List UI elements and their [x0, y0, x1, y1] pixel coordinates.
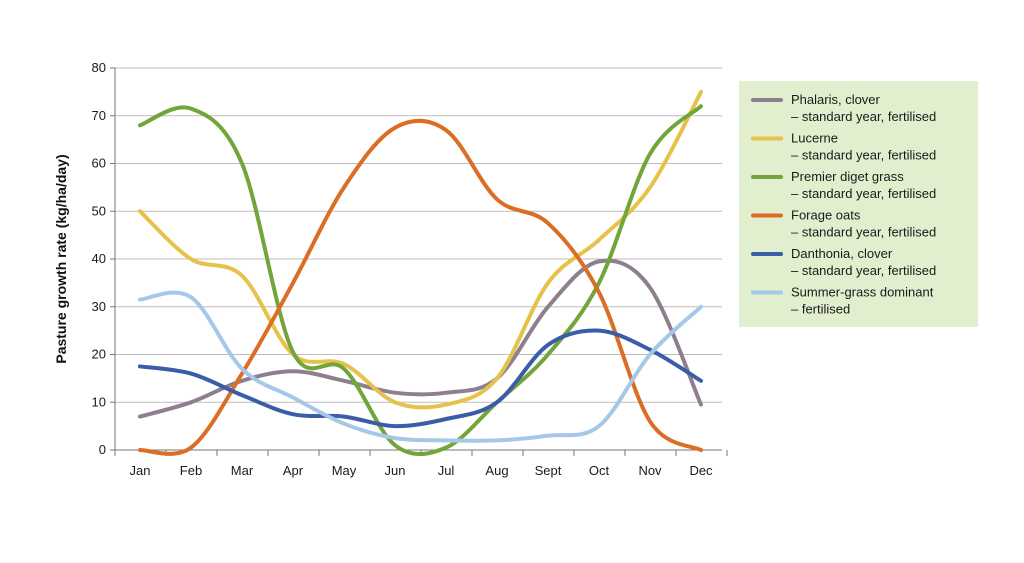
legend-label: Danthonia, clover	[791, 246, 893, 261]
x-tick-label: Jun	[385, 463, 406, 478]
axes: 0 10 20 30 40 50 60 70 80 Jan Feb Mar Apr May Jun Jul Au…	[92, 60, 728, 478]
x-tick-label: Feb	[180, 463, 202, 478]
x-tick-label: Nov	[638, 463, 662, 478]
series-line-1	[138, 258, 703, 419]
series-line-4	[138, 118, 703, 456]
y-tick-label: 70	[92, 108, 106, 123]
series-line-2	[138, 89, 703, 410]
x-tick-label: Oct	[589, 463, 610, 478]
legend-label: Lucerne	[791, 131, 838, 146]
series-line-5	[138, 328, 703, 429]
legend-sublabel: – standard year, fertilised	[791, 109, 936, 124]
series-line-6	[138, 290, 703, 443]
legend-sublabel: – standard year, fertilised	[791, 148, 936, 163]
grid	[115, 67, 722, 403]
legend-label: Premier diget grass	[791, 169, 904, 184]
y-tick-label: 10	[92, 394, 106, 409]
series-lines	[138, 89, 703, 457]
legend-label: Forage oats	[791, 208, 861, 223]
x-tick-label: Jul	[438, 463, 455, 478]
x-tick-label: May	[332, 463, 357, 478]
y-axis-label: Pasture growth rate (kg/ha/day)	[53, 154, 69, 363]
legend-label: Summer-grass dominant	[791, 285, 934, 300]
legend-sublabel: – fertilised	[791, 302, 850, 317]
legend-label: Phalaris, clover	[791, 92, 881, 107]
legend-background	[739, 81, 978, 327]
x-tick-label: Dec	[689, 463, 713, 478]
x-tick-label: Apr	[283, 463, 304, 478]
x-tick-label: Sept	[535, 463, 562, 478]
x-tick-label: Aug	[485, 463, 508, 478]
y-tick-label: 80	[92, 60, 106, 75]
x-tick-label: Jan	[130, 463, 151, 478]
y-tick-label: 0	[99, 442, 106, 457]
y-tick-label: 30	[92, 299, 106, 314]
y-tick-label: 60	[92, 156, 106, 171]
series-line-3	[138, 104, 703, 457]
legend-sublabel: – standard year, fertilised	[791, 263, 936, 278]
legend-sublabel: – standard year, fertilised	[791, 225, 936, 240]
legend-sublabel: – standard year, fertilised	[791, 186, 936, 201]
legend: Phalaris, clover – standard year, fertili…	[739, 81, 978, 327]
y-tick-label: 50	[92, 203, 106, 218]
x-tick-label: Mar	[231, 463, 254, 478]
y-tick-label: 40	[92, 251, 106, 266]
y-tick-label: 20	[92, 347, 106, 362]
